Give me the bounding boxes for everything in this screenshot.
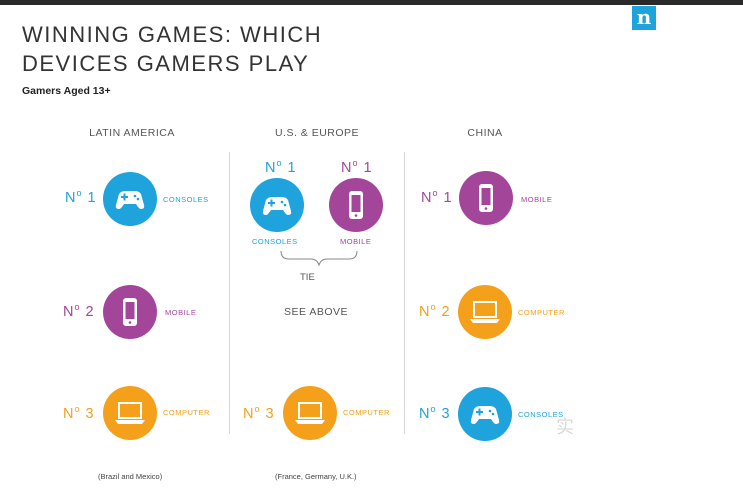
rank-label: No 1: [265, 158, 297, 176]
title-line-1: WINNING GAMES: WHICH: [22, 22, 323, 47]
rank-label: No 1: [341, 158, 373, 176]
mobile-phone-icon: [103, 285, 157, 339]
device-label: CONSOLES: [252, 237, 298, 246]
title-line-2: DEVICES GAMERS PLAY: [22, 51, 310, 76]
laptop-icon: [283, 386, 337, 440]
mobile-phone-icon: [329, 178, 383, 232]
column-header-china: CHINA: [467, 127, 503, 139]
laptop-icon: [103, 386, 157, 440]
footnote-us-europe: (France, Germany, U.K.): [275, 472, 357, 481]
rank-label: No 3: [419, 404, 451, 422]
top-bar: [0, 0, 743, 5]
device-label: COMPUTER: [163, 408, 210, 417]
device-label: CONSOLES: [163, 195, 209, 204]
gamepad-icon: [103, 172, 157, 226]
column-header-us-europe: U.S. & EUROPE: [274, 127, 360, 139]
device-label: COMPUTER: [343, 408, 390, 417]
rank-label: No 2: [63, 302, 95, 320]
rank-label: No 3: [63, 404, 95, 422]
page-title: WINNING GAMES: WHICH DEVICES GAMERS PLAY: [22, 20, 322, 78]
device-label: MOBILE: [165, 308, 197, 317]
tie-label: TIE: [300, 272, 315, 283]
rank-label: No 3: [243, 404, 275, 422]
device-label: MOBILE: [521, 195, 553, 204]
column-divider: [229, 152, 230, 434]
laptop-icon: [458, 285, 512, 339]
rank-label: No 1: [65, 188, 97, 206]
device-label: MOBILE: [340, 237, 372, 246]
nielsen-logo: n: [632, 6, 656, 30]
device-label: CONSOLES: [518, 410, 564, 419]
tie-bracket-icon: [280, 250, 358, 267]
column-header-latin-america: LATIN AMERICA: [89, 127, 175, 139]
rank-label: No 2: [419, 302, 451, 320]
mobile-phone-icon: [459, 171, 513, 225]
column-divider: [404, 152, 405, 434]
see-above-label: SEE ABOVE: [284, 306, 349, 318]
gamepad-icon: [250, 178, 304, 232]
device-label: COMPUTER: [518, 308, 565, 317]
rank-label: No 1: [421, 188, 453, 206]
footnote-latin-america: (Brazil and Mexico): [98, 472, 163, 481]
subtitle: Gamers Aged 13+: [22, 85, 111, 97]
gamepad-icon: [458, 387, 512, 441]
watermark: 实: [556, 417, 574, 437]
